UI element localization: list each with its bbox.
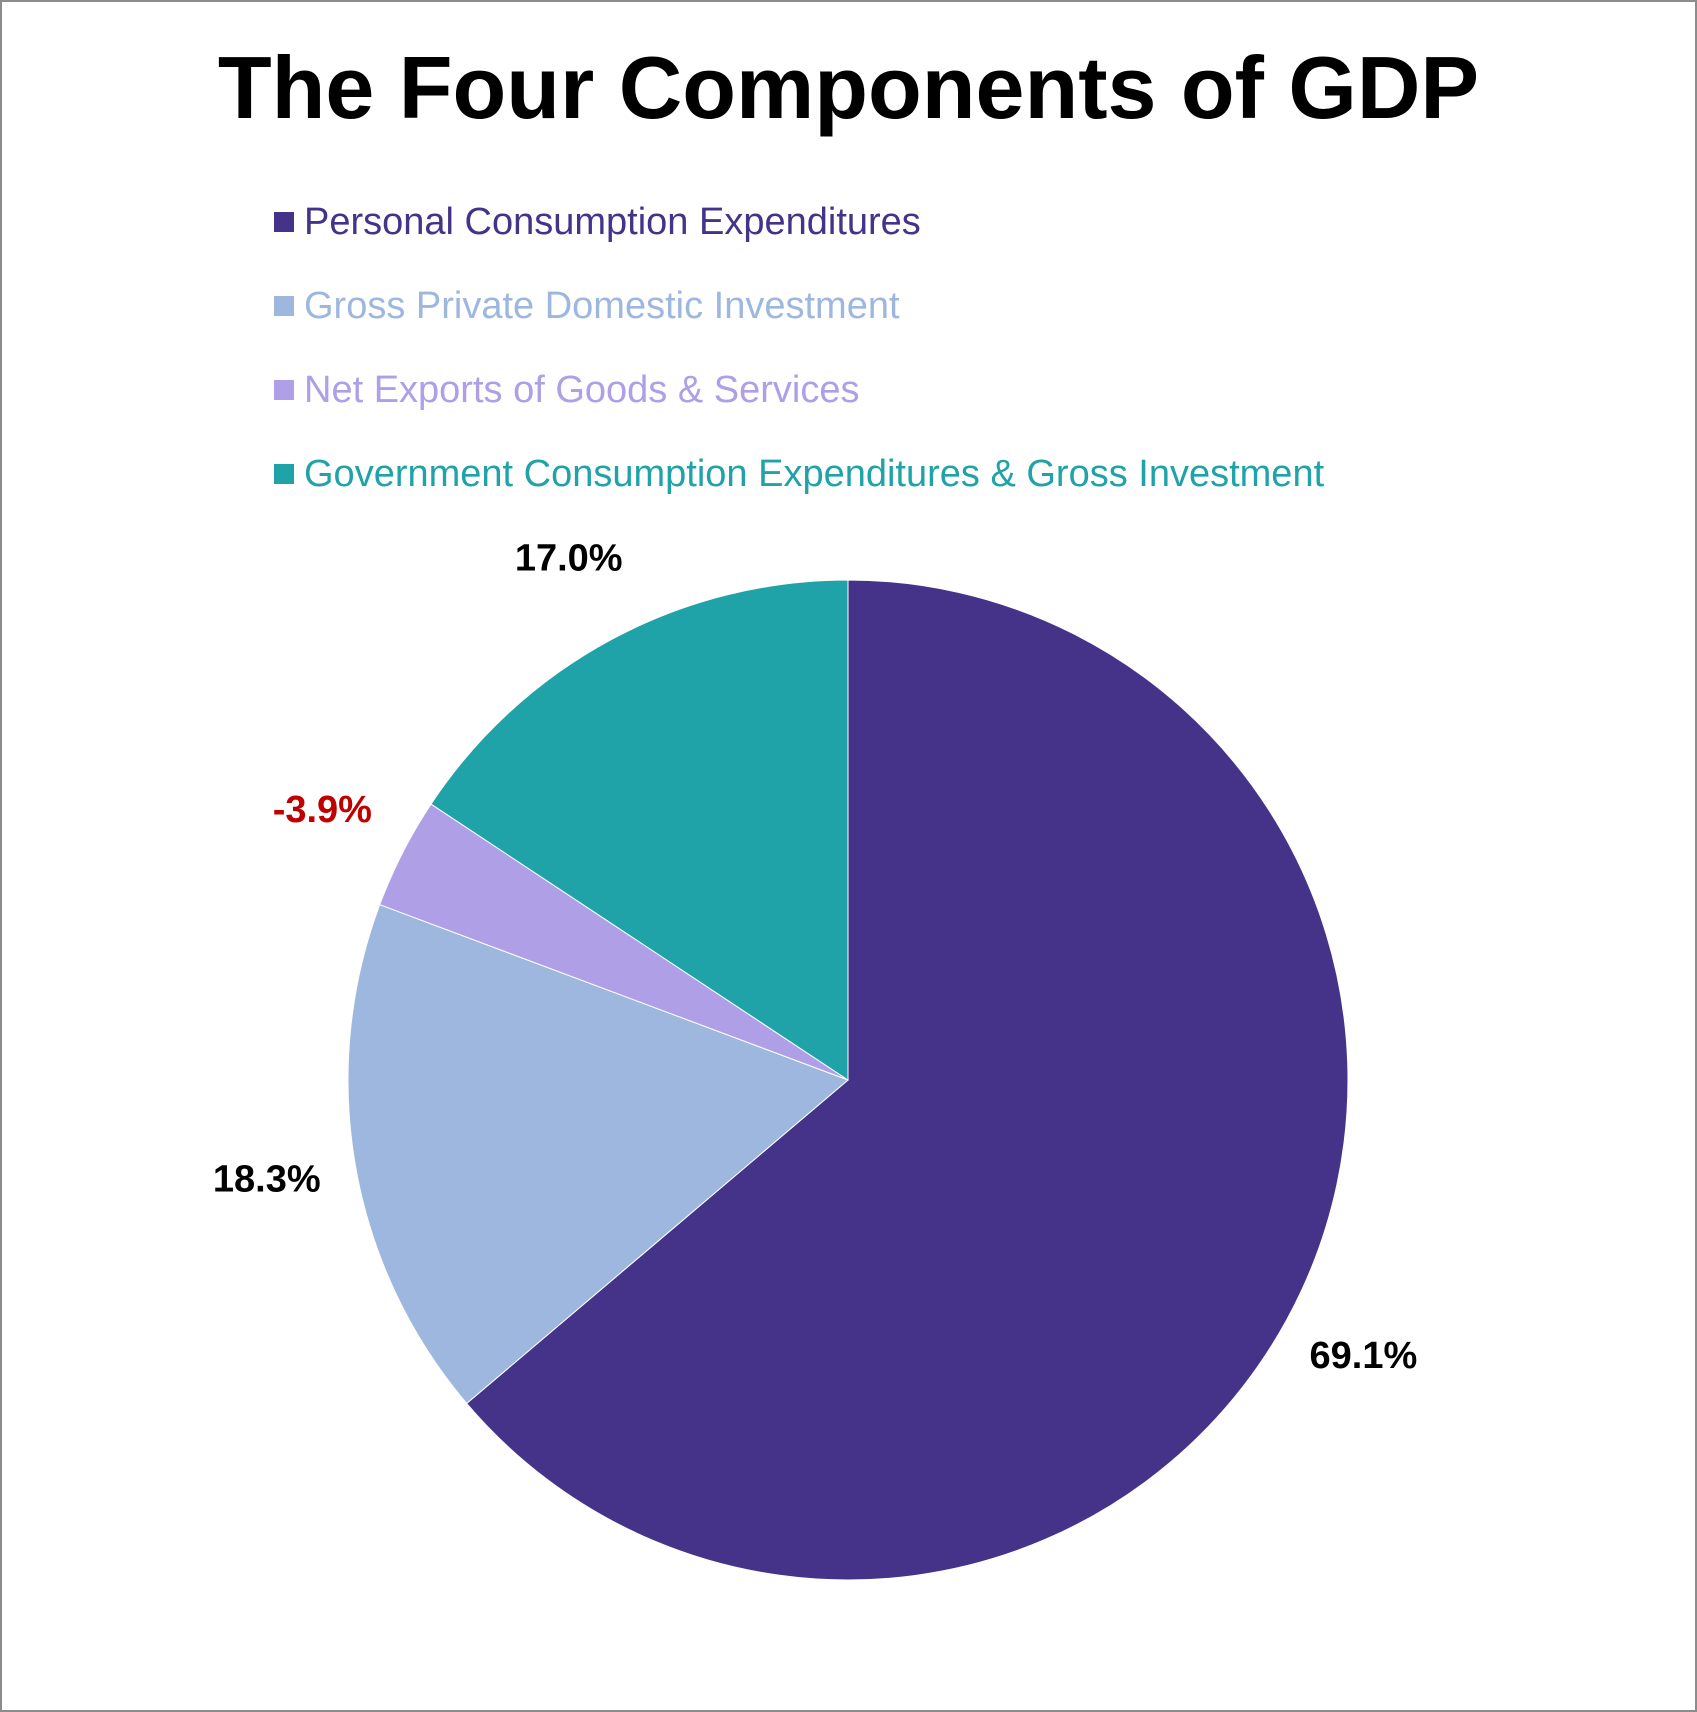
pie-slice (430, 579, 849, 1081)
legend-item: Personal Consumption Expenditures (274, 180, 1324, 264)
data-label: -3.9% (273, 789, 372, 831)
chart-title: The Four Components of GDP (217, 38, 1480, 137)
legend-item: Gross Private Domestic Investment (274, 264, 1324, 348)
legend-label: Gross Private Domestic Investment (304, 285, 900, 327)
legend-label: Personal Consumption Expenditures (304, 201, 921, 243)
data-label: 69.1% (1310, 1335, 1418, 1377)
legend-item: Government Consumption Expenditures & Gr… (274, 432, 1324, 516)
pie-slice (347, 904, 849, 1405)
data-label: 17.0% (515, 537, 623, 579)
legend-swatch (274, 380, 294, 400)
data-label: 18.3% (213, 1158, 321, 1200)
pie-slice (465, 579, 1349, 1581)
legend-swatch (274, 296, 294, 316)
legend-swatch (274, 212, 294, 232)
legend-item: Net Exports of Goods & Services (274, 348, 1324, 432)
chart-legend: Personal Consumption Expenditures Gross … (274, 180, 1324, 516)
legend-swatch (274, 464, 294, 484)
legend-label: Government Consumption Expenditures & Gr… (304, 453, 1325, 495)
legend-label: Net Exports of Goods & Services (304, 369, 860, 411)
